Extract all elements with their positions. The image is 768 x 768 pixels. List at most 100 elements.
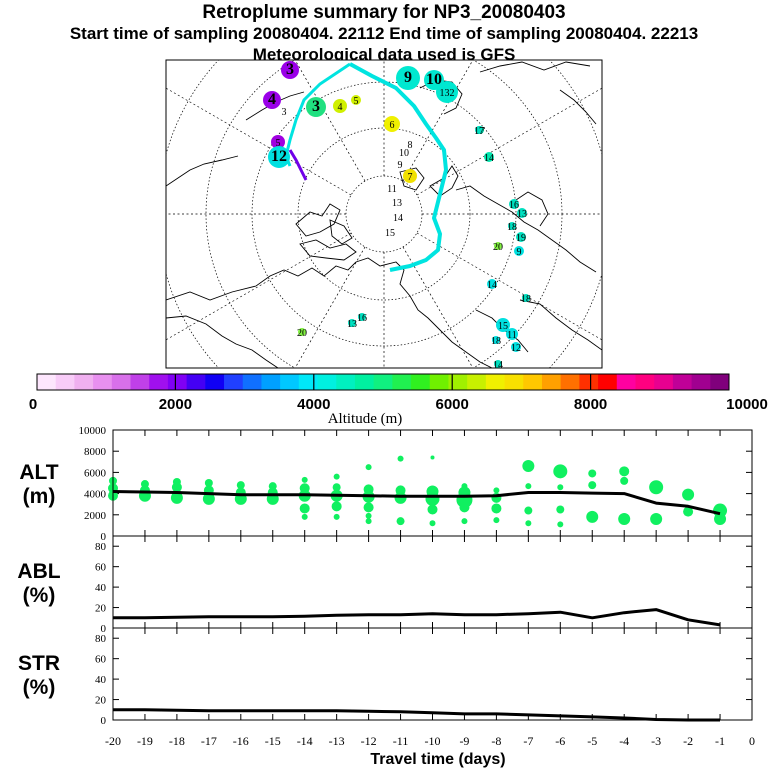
colorbar-axis-label: Altitude (m): [328, 411, 403, 427]
alt-cluster-point: [682, 488, 695, 501]
colorbar-swatch-2: [74, 374, 94, 390]
map-marker-label: 8: [408, 140, 413, 151]
alt-cluster-point: [204, 479, 213, 487]
map-marker-label: 14: [484, 153, 494, 164]
x-tick-label: -14: [297, 734, 313, 748]
alt-cluster-point: [332, 483, 341, 492]
map-marker-m1: 9: [396, 66, 420, 90]
alt-cluster-point: [524, 506, 533, 515]
alt-cluster-point: [557, 521, 564, 528]
series-line-alt: [112, 490, 721, 516]
map-marker-label: 13: [517, 209, 527, 220]
map-marker-m35: 17: [474, 126, 484, 137]
map-marker-dot: [263, 91, 281, 109]
coastline-4: [299, 239, 357, 261]
alt-cluster-point: [363, 502, 374, 513]
map-marker-dot: [511, 342, 521, 352]
map-marker-dot: [508, 222, 516, 230]
alt-cluster-point: [491, 503, 502, 514]
alt-cluster-point: [396, 517, 405, 526]
x-tick-label: 0: [749, 734, 755, 748]
coastline-7: [399, 167, 425, 191]
map-marker-dot: [517, 208, 527, 218]
colorbar-swatch-26: [523, 374, 543, 390]
x-tick-label: -18: [169, 734, 185, 748]
colorbar-swatch-7: [167, 374, 188, 390]
map-marker-m9: 3: [281, 61, 299, 79]
colorbar-swatch-8: [186, 374, 206, 390]
colorbar-swatch-35: [691, 374, 711, 390]
map-marker-dot: [514, 246, 524, 256]
coastline-5: [455, 185, 597, 273]
map-marker-m39: 14: [493, 360, 503, 368]
x-tick-label: -11: [393, 734, 409, 748]
panel-alt: 0 2000 4000 6000 8000 10000 ALT(m): [19, 425, 753, 543]
y-tick-label: 0: [101, 623, 107, 635]
x-tick-label: -9: [459, 734, 469, 748]
map-marker-label: 16: [357, 313, 367, 324]
map-marker-m38: 13: [347, 319, 357, 330]
panel-abl: 0 20 40 60 80 ABL(%): [17, 535, 753, 635]
x-tick-label: -1: [715, 734, 725, 748]
map-marker-label: 15: [385, 228, 395, 239]
colorbar-swatch-6: [149, 374, 169, 390]
colorbar-swatch-19: [392, 374, 412, 390]
map-marker-dot: [436, 81, 458, 103]
map-marker-label: 12: [511, 343, 521, 354]
map-marker-m33: 12: [511, 342, 521, 354]
x-tick-label: -16: [233, 734, 249, 748]
colorbar-tick-label: 2000: [159, 396, 192, 413]
alt-cluster-point: [430, 455, 435, 460]
y-tick-label: 6000: [84, 467, 107, 479]
colorbar-swatch-30: [598, 374, 618, 390]
y-axis-label: ALT: [19, 461, 58, 484]
y-tick-label: 0: [101, 715, 107, 727]
colorbar-swatch-14: [298, 374, 318, 390]
alt-cluster-point: [461, 518, 468, 525]
map-marker-m4: 3: [306, 97, 326, 117]
coastline-12: [479, 61, 591, 73]
map-marker-m7: 4: [263, 91, 281, 109]
panel-frame: [112, 627, 753, 721]
plume-trajectory-cyan: [349, 62, 448, 272]
colorbar-swatch-9: [205, 374, 225, 390]
alt-cluster-point: [236, 481, 245, 490]
map-marker-dot: [494, 360, 502, 368]
meridian-line-30: [416, 232, 602, 341]
colorbar-swatch-34: [672, 374, 692, 390]
x-tick-label: -7: [523, 734, 533, 748]
map-marker-label: 20: [297, 328, 307, 339]
colorbar-swatch-10: [224, 374, 244, 390]
colorbar-tick-label: 8000: [574, 396, 607, 413]
x-tick-label: -19: [137, 734, 153, 748]
map-marker-label: 5: [276, 138, 281, 149]
alt-cluster-point: [522, 460, 535, 473]
alt-cluster-point: [525, 483, 532, 490]
x-tick-label: -3: [651, 734, 661, 748]
alt-cluster-point: [170, 491, 183, 504]
y-tick-label: 40: [95, 674, 107, 686]
alt-cluster-point: [299, 503, 310, 514]
map-marker-dot: [358, 313, 366, 321]
meridian-line-120: [294, 246, 366, 368]
map-marker-dot: [384, 116, 400, 132]
panel-str: 0 20 40 60 80 STR(%): [18, 627, 753, 727]
colorbar-frame: [36, 373, 730, 391]
x-tick-label: -13: [329, 734, 345, 748]
map-marker-dot: [516, 232, 526, 242]
alt-cluster-point: [620, 476, 629, 485]
map-marker-m19: 14: [393, 213, 403, 224]
x-tick-label: -12: [361, 734, 377, 748]
plume-trajectory-purple: [288, 149, 308, 181]
latitude-circle-1: [297, 127, 471, 301]
map-marker-dot: [268, 146, 290, 168]
map-marker-m23: 16: [509, 199, 519, 211]
alt-cluster-point: [588, 469, 597, 478]
alt-cluster-point: [171, 482, 182, 493]
colorbar-swatch-28: [560, 374, 580, 390]
map-marker-label: 3: [282, 107, 287, 118]
map-marker-label: 15: [498, 321, 508, 332]
alt-cluster-point: [202, 492, 215, 505]
map-marker-label: 20: [493, 242, 503, 253]
map-marker-dot: [271, 135, 285, 149]
